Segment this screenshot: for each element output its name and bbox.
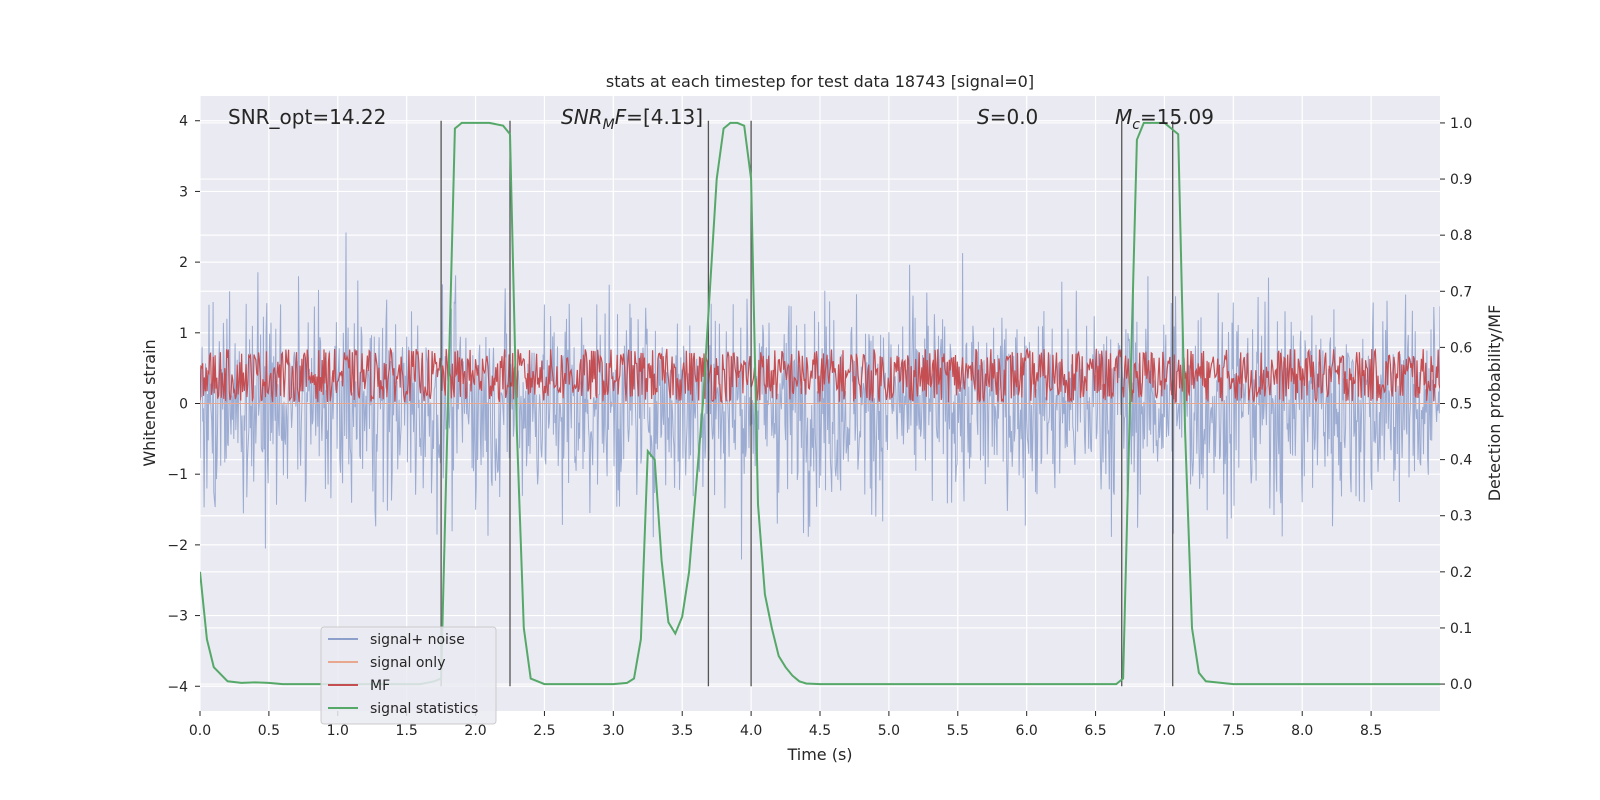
legend-box xyxy=(320,626,497,725)
y-left-tick-label: −1 xyxy=(167,467,188,483)
y-left-tick-label: −2 xyxy=(167,538,188,554)
y-left-tick-label: 2 xyxy=(179,255,188,271)
series-mf xyxy=(200,346,1440,404)
x-tick-label: 3.5 xyxy=(671,723,693,739)
annotation-snr-opt: SNR_opt=14.22 xyxy=(228,105,386,129)
x-tick-label: 7.0 xyxy=(1153,723,1175,739)
x-tick-label: 7.5 xyxy=(1222,723,1244,739)
legend-label-signal-statistics: signal statistics xyxy=(370,701,478,717)
x-tick-label: 4.5 xyxy=(809,723,831,739)
y-axis-right-ticks: 1.0 0.9 0.8 0.7 0.6 0.5 0.4 0.3 0.2 0.1 0.0 xyxy=(1440,116,1472,693)
y-left-tick-label: 3 xyxy=(179,184,188,200)
series-line-mf xyxy=(200,346,1440,404)
annotation-snr-mf-suffix-f: F xyxy=(615,105,627,129)
x-tick-label: 3.0 xyxy=(602,723,624,739)
chart-title: stats at each timestep for test data 187… xyxy=(606,72,1034,91)
annotation-mc-value: 15.09 xyxy=(1157,105,1214,129)
y-left-tick-label: 1 xyxy=(179,326,188,342)
x-tick-label: 0.0 xyxy=(189,723,211,739)
y-right-tick-label: 0.4 xyxy=(1450,453,1472,469)
x-tick-label: 1.5 xyxy=(396,723,418,739)
annotation-snr-mf: SNRMF=[4.13] xyxy=(561,105,703,133)
x-tick-label: 1.0 xyxy=(327,723,349,739)
annotation-snr-mf-eq: = xyxy=(626,105,643,129)
annotation-snr-opt-prefix: SNR_opt= xyxy=(228,105,329,129)
x-tick-label: 4.0 xyxy=(740,723,762,739)
y-right-tick-label: 0.2 xyxy=(1450,565,1472,581)
annotation-mc-sub: c xyxy=(1132,117,1140,133)
legend: signal+ noise signal only MF signal stat… xyxy=(320,626,497,725)
y-right-tick-label: 0.7 xyxy=(1450,284,1472,300)
annotation-s: S=0.0 xyxy=(977,105,1038,129)
x-tick-label: 6.5 xyxy=(1084,723,1106,739)
y-left-tick-label: 4 xyxy=(179,114,188,130)
x-tick-label: 0.5 xyxy=(258,723,280,739)
legend-label-signal-only: signal only xyxy=(370,655,445,671)
x-tick-label: 5.0 xyxy=(878,723,900,739)
y-left-tick-label: 0 xyxy=(179,397,188,413)
x-tick-label: 8.5 xyxy=(1360,723,1382,739)
annotation-snr-mf-value: [4.13] xyxy=(643,105,703,129)
y-right-tick-label: 0.9 xyxy=(1450,172,1472,188)
x-tick-label: 2.5 xyxy=(533,723,555,739)
y-right-tick-label: 0.0 xyxy=(1450,677,1472,693)
y-right-tick-label: 0.3 xyxy=(1450,509,1472,525)
x-tick-label: 6.0 xyxy=(1016,723,1038,739)
annotation-mc-eq: = xyxy=(1140,105,1157,129)
annotation-s-value: 0.0 xyxy=(1006,105,1038,129)
y-right-tick-label: 0.5 xyxy=(1450,397,1472,413)
vertical-markers xyxy=(440,120,1174,687)
annotations: SNR_opt=14.22 SNRMF=[4.13] S=0.0 Mc=15.0… xyxy=(228,105,1214,133)
annotation-snr-mf-prefix: SNR xyxy=(561,105,603,129)
legend-label-mf: MF xyxy=(370,678,390,694)
y-right-tick-label: 1.0 xyxy=(1450,116,1472,132)
annotation-s-prefix: S xyxy=(977,105,990,129)
annotation-snr-opt-value: 14.22 xyxy=(329,105,386,129)
annotation-mc-prefix: M xyxy=(1115,105,1132,129)
x-axis-label: Time (s) xyxy=(786,745,852,764)
x-axis-ticks: 0.0 0.5 1.0 1.5 2.0 2.5 3.0 3.5 4.0 4.5 5.0 5.5 6.0 6… xyxy=(189,711,1382,739)
y-axis-left-label: Whitened strain xyxy=(140,339,159,466)
annotation-s-eq: = xyxy=(990,105,1007,129)
legend-label-signal-noise: signal+ noise xyxy=(370,632,465,648)
x-tick-label: 5.5 xyxy=(947,723,969,739)
y-axis-left-ticks: 4 3 2 1 0 −1 −2 −3 −4 xyxy=(167,114,200,695)
y-left-tick-label: −3 xyxy=(167,609,188,625)
annotation-snr-mf-sub: M xyxy=(603,117,615,133)
y-axis-right-label: Detection probability/MF xyxy=(1485,305,1504,502)
x-tick-label: 8.0 xyxy=(1291,723,1313,739)
y-right-tick-label: 0.6 xyxy=(1450,340,1472,356)
x-tick-label: 2.0 xyxy=(464,723,486,739)
y-right-tick-label: 0.8 xyxy=(1450,228,1472,244)
annotation-mc: Mc=15.09 xyxy=(1115,105,1214,133)
y-left-tick-label: −4 xyxy=(167,679,188,695)
y-right-tick-label: 0.1 xyxy=(1450,621,1472,637)
